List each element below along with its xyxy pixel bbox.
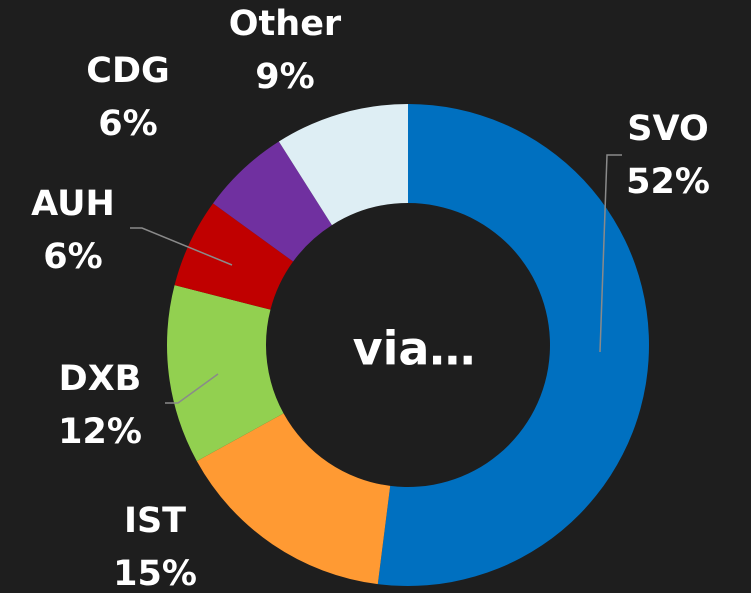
center-text: via…	[353, 322, 476, 376]
value-label: 12%	[58, 412, 142, 452]
slice-label: SVO	[627, 109, 708, 149]
slice	[174, 203, 294, 310]
slice-label: Other	[229, 4, 342, 44]
slice	[167, 285, 284, 462]
slice	[213, 141, 332, 262]
value-label: 9%	[255, 57, 314, 97]
slice-label: AUH	[31, 184, 115, 224]
value-label: 15%	[113, 554, 197, 593]
leader-line	[130, 227, 233, 266]
slice	[278, 104, 408, 226]
leader-line	[165, 373, 219, 404]
slice-label: DXB	[59, 359, 142, 399]
slice-label: CDG	[86, 51, 169, 91]
slice	[377, 104, 649, 586]
slice-label: IST	[124, 501, 186, 541]
value-label: 6%	[43, 237, 102, 277]
value-label: 6%	[98, 104, 157, 144]
leader-line	[599, 154, 622, 353]
slice	[196, 413, 391, 585]
value-label: 52%	[626, 162, 710, 202]
